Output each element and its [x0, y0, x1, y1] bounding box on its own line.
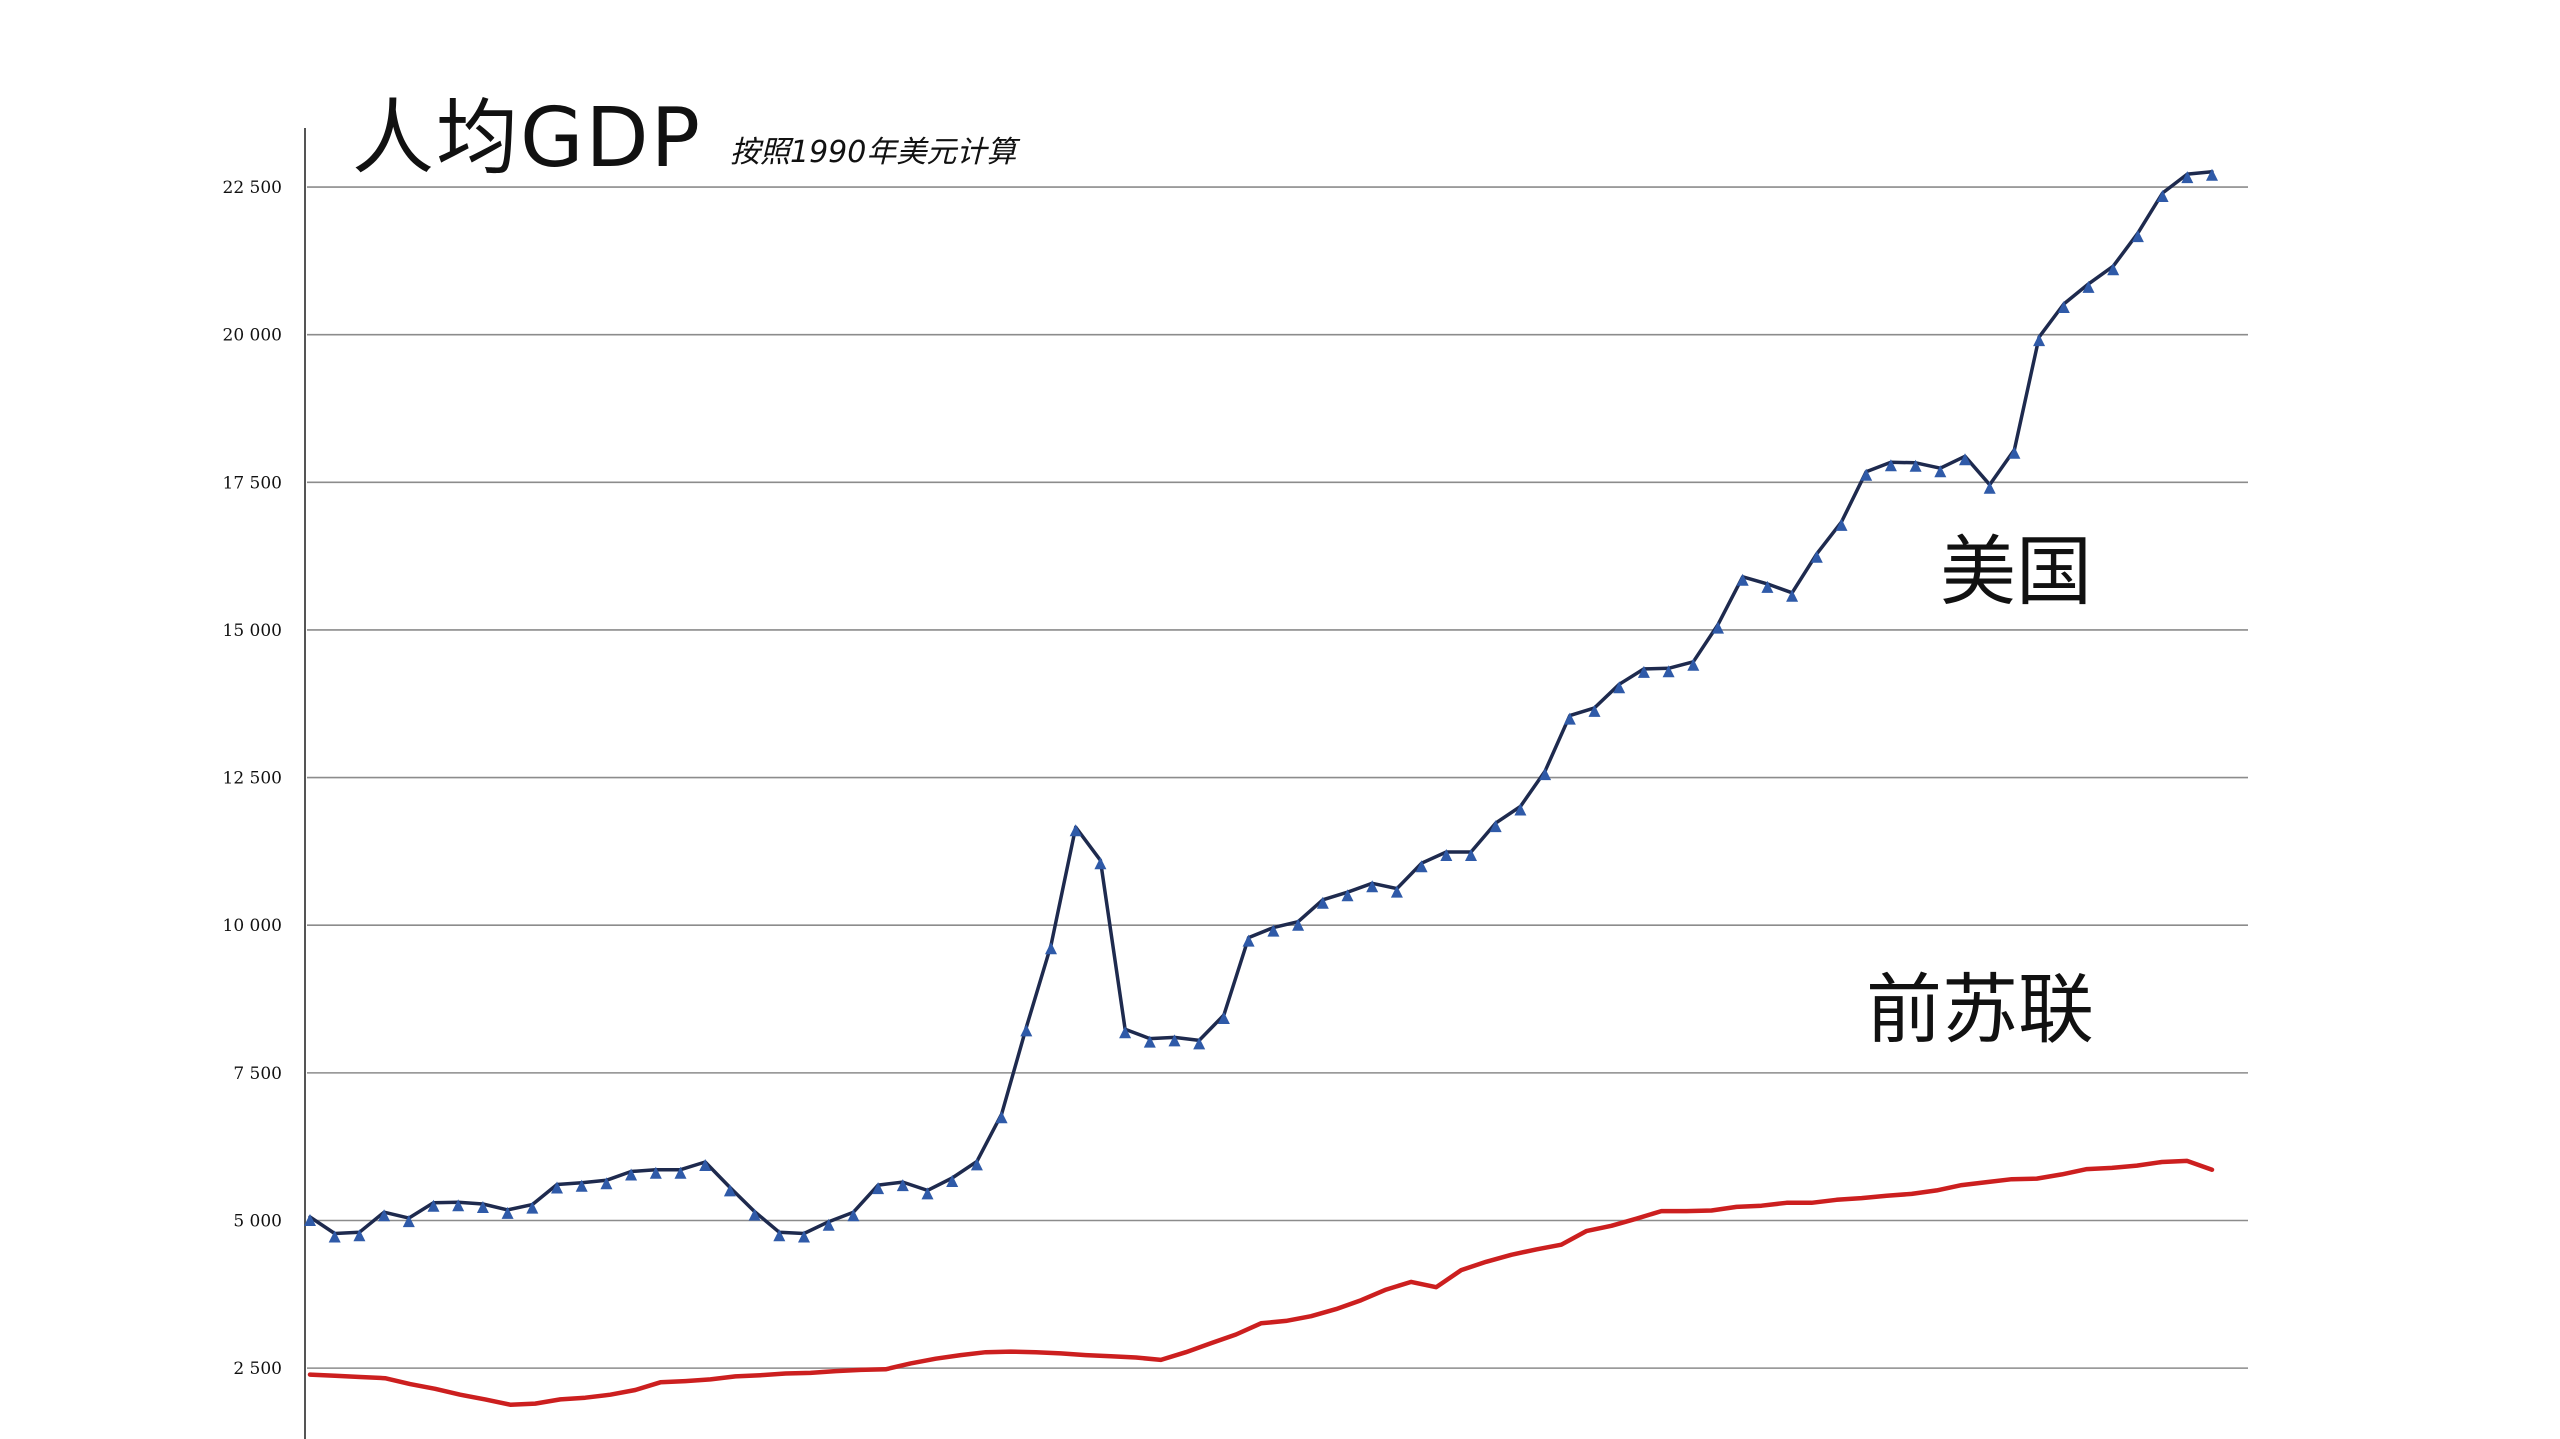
y-tick-label: 20 000 [223, 326, 282, 346]
y-tick-label: 5 000 [233, 1212, 282, 1232]
data-point-marker [1292, 918, 1305, 931]
data-point-marker [2008, 446, 2021, 459]
data-point-marker [896, 1179, 909, 1192]
data-point-marker [353, 1229, 366, 1242]
data-point-marker [1884, 459, 1897, 472]
y-tick-label: 12 500 [223, 769, 282, 789]
data-point-marker [970, 1158, 983, 1171]
data-point-marker [773, 1229, 786, 1242]
data-point-marker [2181, 171, 2194, 184]
data-point-marker [1761, 580, 1774, 593]
data-point-marker [1736, 573, 1749, 586]
data-point-marker [1835, 518, 1848, 531]
data-point-marker [2131, 230, 2144, 243]
data-point-marker [1094, 857, 1107, 870]
data-point-marker [1242, 934, 1255, 947]
data-point-marker [1959, 453, 1971, 466]
y-tick-label: 7 500 [233, 1064, 282, 1084]
data-point-marker [674, 1166, 687, 1179]
data-point-marker [946, 1175, 959, 1187]
data-point-marker [1143, 1035, 1156, 1048]
data-point-marker [1860, 468, 1873, 481]
series-line-usa [308, 169, 2214, 1236]
data-point-marker [402, 1215, 415, 1228]
data-point-marker [2082, 280, 2095, 293]
data-point-marker [1637, 665, 1650, 678]
data-point-marker [1168, 1034, 1181, 1047]
data-point-marker [2033, 334, 2046, 347]
data-point-marker [1909, 459, 1922, 472]
data-point-marker [1069, 824, 1082, 837]
series-lines [304, 168, 2218, 1407]
data-point-marker [995, 1111, 1008, 1124]
data-point-marker [1217, 1012, 1230, 1024]
data-point-marker [551, 1181, 563, 1194]
data-point-marker [1514, 803, 1527, 816]
data-point-marker [476, 1201, 489, 1213]
data-point-marker [1465, 849, 1477, 861]
data-point-marker [1440, 849, 1453, 861]
data-point-marker [1983, 481, 1996, 494]
y-tick-label: 10 000 [223, 916, 282, 936]
series-line-ussr [307, 1158, 2215, 1407]
data-point-marker [1489, 820, 1502, 833]
data-point-marker [1267, 924, 1280, 937]
chart-title: 人均GDP [352, 91, 702, 186]
data-point-marker [1934, 465, 1947, 478]
data-point-marker [1786, 589, 1799, 602]
data-point-marker [1341, 889, 1354, 902]
data-point-marker [378, 1209, 391, 1222]
data-point-marker [575, 1179, 588, 1192]
data-point-marker [1193, 1037, 1206, 1050]
data-point-marker [1119, 1026, 1132, 1039]
data-point-marker [328, 1230, 341, 1243]
data-point-marker [501, 1206, 514, 1219]
data-point-marker [699, 1159, 712, 1171]
data-point-marker [625, 1168, 638, 1181]
data-point-marker [600, 1177, 613, 1190]
chart-subtitle: 按照1990年美元计算 [730, 135, 1020, 170]
data-point-marker [1712, 621, 1724, 634]
data-point-marker [921, 1187, 934, 1200]
y-axis-tick-labels: 2 500 5 000 7 500 10 000 12 500 15 000 17 500 2… [223, 178, 282, 1379]
y-tick-label: 15 000 [223, 621, 282, 641]
data-point-marker [1020, 1024, 1033, 1037]
series-label-usa: 美国 [1940, 527, 2092, 616]
data-point-marker [427, 1199, 440, 1212]
data-point-marker [872, 1182, 885, 1195]
y-tick-label: 2 500 [233, 1359, 282, 1379]
data-point-marker [1415, 860, 1428, 873]
data-point-marker [2057, 301, 2070, 313]
data-point-marker [822, 1218, 835, 1231]
data-point-marker [2206, 168, 2218, 181]
gridlines [307, 186, 2248, 1369]
data-point-marker [847, 1209, 860, 1222]
data-point-marker [1810, 550, 1823, 563]
data-point-marker [1366, 880, 1379, 893]
data-point-marker [723, 1184, 736, 1197]
data-point-marker [649, 1166, 662, 1179]
data-point-marker [1588, 704, 1601, 717]
series-label-ussr: 前苏联 [1866, 965, 2094, 1054]
data-point-marker [1563, 712, 1576, 725]
data-point-marker [1316, 896, 1329, 909]
data-point-marker [452, 1199, 465, 1212]
data-point-marker [1390, 885, 1403, 898]
y-tick-label: 17 500 [223, 473, 282, 493]
data-point-marker [2107, 263, 2120, 276]
data-point-marker [1662, 665, 1675, 678]
data-point-marker [748, 1208, 761, 1221]
y-tick-label: 22 500 [223, 178, 282, 198]
data-point-marker [1045, 942, 1057, 955]
data-point-marker [1687, 658, 1700, 671]
data-point-marker [798, 1230, 810, 1243]
data-point-marker [2156, 190, 2169, 202]
data-point-marker [1613, 681, 1626, 694]
data-point-marker [526, 1201, 539, 1214]
data-point-marker [1539, 768, 1552, 781]
data-point-marker [304, 1214, 316, 1226]
